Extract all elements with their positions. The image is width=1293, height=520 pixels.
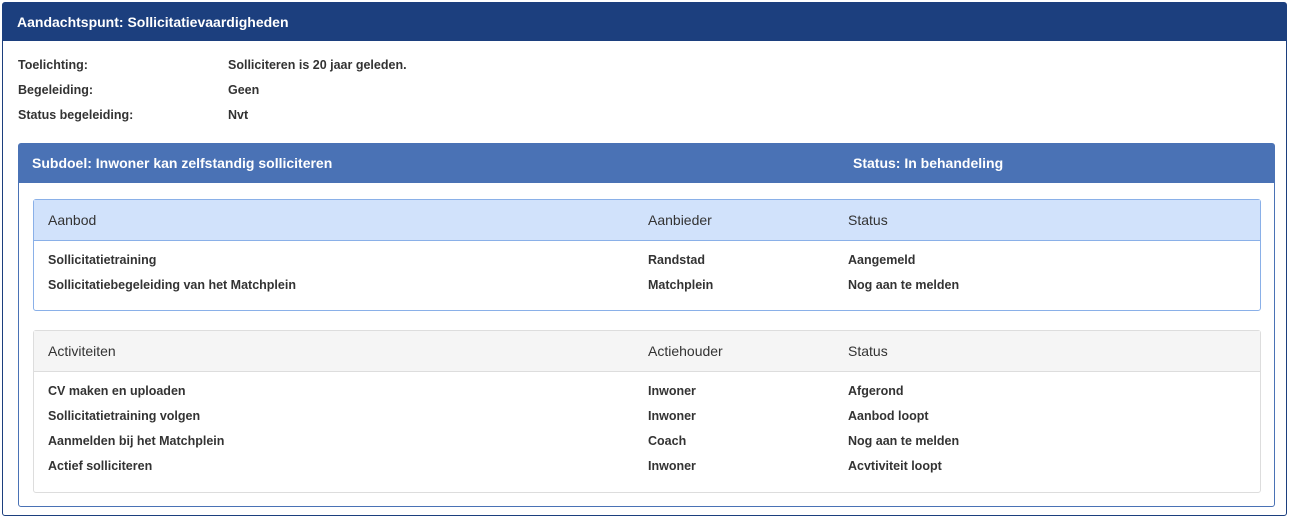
cell: Aangemeld (848, 253, 916, 267)
cell: Afgerond (848, 384, 904, 398)
cell: Coach (648, 434, 687, 448)
column-header: Status (848, 343, 888, 359)
table-header: Aanbod Aanbieder Status (34, 200, 1260, 241)
cell: Nog aan te melden (848, 434, 960, 448)
cell: Aanmelden bij het Matchplein (48, 434, 225, 448)
cell: Inwoner (648, 384, 696, 398)
subdoel-header: Subdoel: Inwoner kan zelfstandig sollici… (19, 144, 1274, 183)
cell: Actief solliciteren (48, 459, 153, 473)
info-row: Toelichting: Solliciteren is 20 jaar gele… (18, 58, 407, 72)
cell: Sollicitatiebegeleiding van het Matchple… (48, 278, 296, 292)
table-row: CV maken en uploaden Inwoner Afgerond (34, 384, 1260, 409)
column-header: Status (848, 212, 888, 228)
panel-title: Aandachtspunt: Sollicitatievaardigheden (3, 3, 1286, 41)
cell: Sollicitatietraining volgen (48, 409, 201, 423)
activiteiten-table: Activiteiten Actiehouder Status CV maken… (33, 330, 1261, 493)
info-label: Toelichting: (18, 58, 88, 72)
aanbod-table: Aanbod Aanbieder Status Sollicitatietrai… (33, 199, 1261, 311)
cell: Matchplein (648, 278, 714, 292)
cell: Sollicitatietraining (48, 253, 157, 267)
info-value: Nvt (228, 108, 249, 122)
cell: Randstad (648, 253, 705, 267)
column-header: Aanbod (48, 212, 97, 228)
table-row: Sollicitatiebegeleiding van het Matchple… (34, 278, 1260, 303)
info-row: Status begeleiding: Nvt (18, 108, 248, 122)
subdoel-title: Subdoel: Inwoner kan zelfstandig sollici… (32, 155, 333, 171)
subdoel-status: Status: In behandeling (853, 155, 1004, 171)
column-header: Actiehouder (648, 343, 723, 359)
subdoel-panel: Subdoel: Inwoner kan zelfstandig sollici… (18, 143, 1275, 507)
table-row: Actief solliciteren Inwoner Acvtiviteit lo… (34, 459, 1260, 484)
table-row: Sollicitatietraining volgen Inwoner Aanbod… (34, 409, 1260, 434)
cell: Nog aan te melden (848, 278, 960, 292)
info-row: Begeleiding: Geen (18, 83, 259, 97)
cell: Inwoner (648, 409, 696, 423)
cell: Inwoner (648, 459, 696, 473)
info-label: Status begeleiding: (18, 108, 134, 122)
info-value: Geen (228, 83, 260, 97)
table-row: Aanmelden bij het Matchplein Coach Nog aan… (34, 434, 1260, 459)
table-header: Activiteiten Actiehouder Status (34, 331, 1260, 372)
cell: Acvtiviteit loopt (848, 459, 942, 473)
info-label: Begeleiding: (18, 83, 94, 97)
cell: CV maken en uploaden (48, 384, 186, 398)
table-row: Sollicitatietraining Randstad Aangemeld (34, 253, 1260, 278)
column-header: Activiteiten (48, 343, 116, 359)
info-value: Solliciteren is 20 jaar geleden. (228, 58, 407, 72)
cell: Aanbod loopt (848, 409, 929, 423)
column-header: Aanbieder (648, 212, 712, 228)
